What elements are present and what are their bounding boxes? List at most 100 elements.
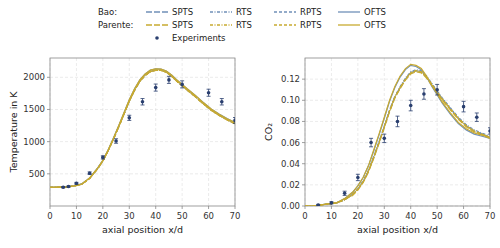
error-bar <box>114 139 118 144</box>
error-bar <box>154 84 158 91</box>
tick <box>302 206 305 207</box>
tick-label: 500 <box>29 169 45 179</box>
grid-line <box>102 58 103 206</box>
error-bar <box>462 101 466 112</box>
grid-line <box>331 58 332 206</box>
error-bar <box>488 128 490 134</box>
data-point <box>422 92 426 96</box>
tick <box>182 206 183 209</box>
error-bar <box>343 191 347 195</box>
legend-swatch <box>146 24 168 25</box>
tick <box>235 206 236 209</box>
tick-label: 0 <box>302 211 307 221</box>
data-point <box>316 203 320 206</box>
data-area <box>50 69 235 189</box>
grid-line <box>305 163 490 164</box>
tick <box>357 206 358 209</box>
tick-label: 10 <box>71 211 82 221</box>
tick-label: 60 <box>458 211 469 221</box>
tick-label: 1500 <box>23 104 45 114</box>
grid-line <box>305 142 490 143</box>
data-point <box>114 139 118 143</box>
error-bar <box>141 99 145 105</box>
legend-label: SPTS <box>172 7 193 17</box>
tick <box>302 100 305 101</box>
tick <box>331 206 332 209</box>
tick <box>490 206 491 209</box>
tick <box>463 206 464 209</box>
grid-line <box>305 184 490 185</box>
data-point <box>369 141 373 145</box>
panel: 0102030405060700.000.020.040.060.080.100… <box>263 58 495 235</box>
data-point <box>435 88 439 92</box>
data-point <box>396 120 400 124</box>
data-point <box>61 185 65 189</box>
legend-swatch <box>146 11 168 12</box>
error-bar <box>74 182 78 184</box>
tick <box>155 206 156 209</box>
legend-swatch <box>274 24 296 25</box>
legend-swatch <box>210 11 232 12</box>
tick <box>384 206 385 209</box>
tick <box>102 206 103 209</box>
data-point <box>207 91 211 95</box>
tick-label: 30 <box>379 211 390 221</box>
tick-label: 10 <box>326 211 337 221</box>
data-point <box>180 83 184 87</box>
grid-line <box>305 100 490 101</box>
tick-label: 60 <box>203 211 214 221</box>
tick <box>129 206 130 209</box>
tick <box>208 206 209 209</box>
tick-label: 0.00 <box>281 201 300 211</box>
tick <box>305 206 306 209</box>
data-area <box>305 64 490 206</box>
error-bar <box>435 84 439 95</box>
legend-swatch <box>155 36 159 40</box>
tick-label: 1000 <box>23 137 45 147</box>
series-line <box>50 70 235 187</box>
data-point <box>75 182 79 186</box>
error-bar <box>220 99 224 105</box>
x-axis-label: axial position x/d <box>102 224 183 235</box>
tick-label: 0.10 <box>281 95 300 105</box>
legend-label: OFTS <box>364 7 386 17</box>
data-point <box>127 116 131 120</box>
tick-label: 40 <box>150 211 161 221</box>
plot-frame <box>50 58 235 206</box>
series-line <box>50 70 235 187</box>
tick-label: 0.08 <box>281 116 300 126</box>
series-line <box>50 70 235 187</box>
grid-line <box>155 58 156 206</box>
tick <box>302 121 305 122</box>
tick-label: 20 <box>97 211 108 221</box>
data-point <box>343 192 347 196</box>
tick-label: 0.02 <box>281 180 300 190</box>
data-point <box>154 86 158 90</box>
grid-line <box>305 79 490 80</box>
data-point <box>462 105 466 109</box>
legend-label: RPTS <box>300 7 322 17</box>
tick-label: 30 <box>124 211 135 221</box>
series-line <box>50 70 235 187</box>
data-point <box>101 156 105 160</box>
tick-label: 20 <box>352 211 363 221</box>
tick <box>302 184 305 185</box>
data-point <box>67 185 71 189</box>
tick-label: 40 <box>405 211 416 221</box>
tick-label: 0.12 <box>281 74 300 84</box>
legend-label: RTS <box>236 20 252 30</box>
series-line <box>305 70 490 206</box>
tick <box>302 142 305 143</box>
error-bar <box>180 81 184 88</box>
tick-label: 70 <box>230 211 241 221</box>
data-point <box>220 100 224 104</box>
tick <box>437 206 438 209</box>
legend-label: SPTS <box>172 20 193 30</box>
series-line <box>305 64 490 206</box>
grid-line <box>463 58 464 206</box>
legend: Bao:SPTSRTSRPTSOFTSParente:SPTSRTSRPTSOF… <box>98 7 386 43</box>
legend-swatch <box>210 24 232 25</box>
data-point <box>382 137 386 141</box>
grid-line <box>182 58 183 206</box>
tick-label: 50 <box>432 211 443 221</box>
